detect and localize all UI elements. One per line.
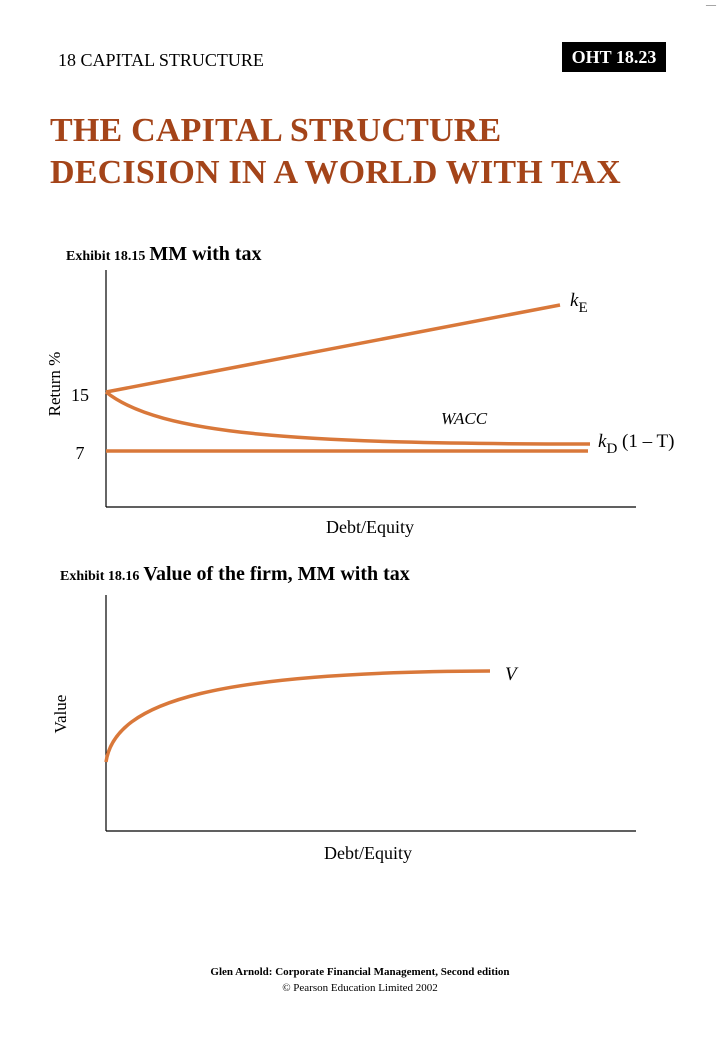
corner-mark: —	[706, 0, 716, 11]
exhibit-18-16-heading: Exhibit 18.16 Value of the firm, MM with…	[60, 563, 410, 586]
exhibit-caption: Value of the firm, MM with tax	[143, 563, 410, 585]
footer-copyright: © Pearson Education Limited 2002	[282, 982, 438, 994]
exhibit-caption: MM with tax	[149, 243, 262, 265]
series-ke-line	[105, 303, 561, 394]
exhibit-number: Exhibit 18.16	[60, 569, 140, 584]
page-title-line-1: THE CAPITAL STRUCTURE	[50, 112, 502, 149]
y-tick-label-15: 15	[71, 385, 89, 405]
chapter-heading: 18 CAPITAL STRUCTURE	[58, 50, 264, 70]
chart-mm-with-tax: 15 7 Return % Debt/Equity kE WACC kD (1 …	[45, 270, 674, 537]
y-axis-label: Return %	[45, 352, 64, 417]
chart-value-of-firm: Value Debt/Equity V	[51, 595, 636, 863]
oht-badge: OHT 18.23	[562, 42, 666, 72]
series-label-wacc: WACC	[441, 409, 488, 428]
exhibit-18-15-heading: Exhibit 18.15 MM with tax	[66, 243, 262, 266]
footer-credit: Glen Arnold: Corporate Financial Managem…	[210, 966, 510, 978]
y-axis-label: Value	[51, 695, 70, 734]
x-axis-label: Debt/Equity	[326, 517, 414, 537]
page-title-line-2: DECISION IN A WORLD WITH TAX	[50, 154, 621, 191]
x-axis-label: Debt/Equity	[324, 843, 412, 863]
series-label-ke: kE	[570, 290, 588, 316]
series-label-kd: kD (1 – T)	[598, 431, 674, 457]
series-label-v: V	[505, 664, 519, 685]
exhibit-number: Exhibit 18.15	[66, 249, 146, 264]
series-v-line	[104, 669, 491, 763]
series-wacc-line	[104, 390, 591, 446]
y-tick-label-7: 7	[76, 443, 85, 463]
